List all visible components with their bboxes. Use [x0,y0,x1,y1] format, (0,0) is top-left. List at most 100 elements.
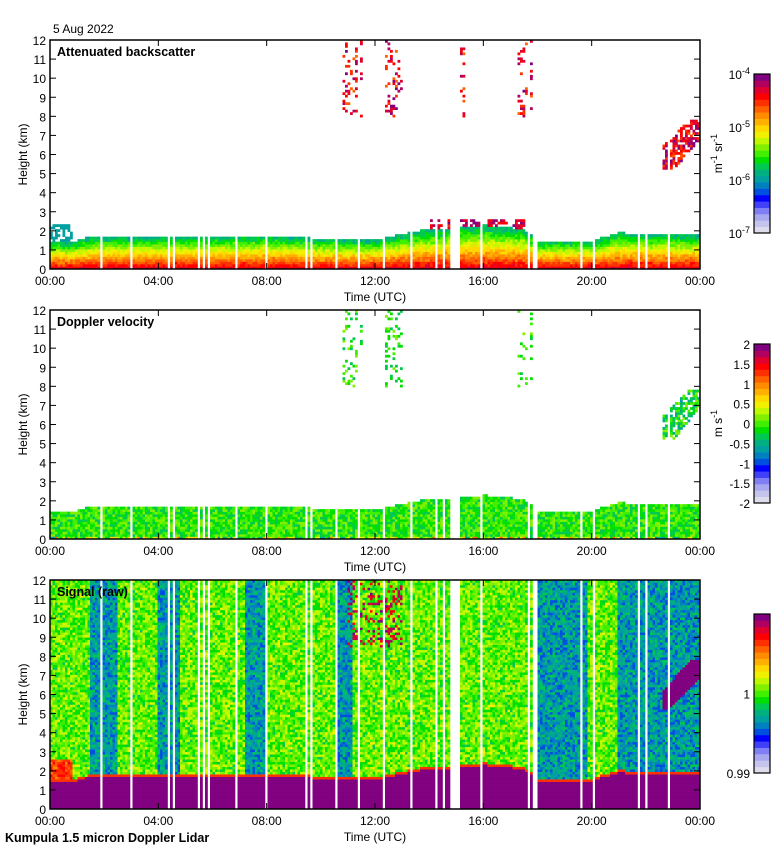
heatmap-cell [518,252,521,255]
heatmap-cell [90,512,93,515]
heatmap-cell [345,512,348,515]
heatmap-cell [210,529,213,532]
heatmap-cell [685,142,688,145]
heatmap-cell [345,254,348,257]
heatmap-cell [633,262,636,265]
heatmap-cell [220,252,223,255]
heatmap-cell [273,262,276,265]
heatmap-cell [413,262,416,265]
heatmap-cell [68,262,71,265]
heatmap-cell [70,524,73,527]
heatmap-cell [650,254,653,257]
heatmap-cell [363,512,366,515]
heatmap-cell [153,257,156,260]
heatmap-cell [603,254,606,257]
heatmap-cell [83,262,86,265]
heatmap-cell [115,252,118,255]
heatmap-cell [430,257,433,260]
heatmap-cell [448,222,451,225]
heatmap-cell [408,264,411,267]
heatmap-cell [663,239,666,242]
heatmap-cell [165,512,168,515]
heatmap-cell [223,262,226,265]
x-tick-label: 00:00 [685,274,715,288]
heatmap-cell [530,247,533,250]
heatmap-cell [258,249,261,252]
heatmap-cell [610,252,613,255]
heatmap-cell [260,254,263,257]
heatmap-cell [288,514,291,517]
heatmap-cell [273,242,276,245]
heatmap-cell [690,237,693,240]
heatmap-cell [213,507,216,510]
heatmap-cell [260,517,263,520]
heatmap-cell [220,249,223,252]
heatmap-cell [680,132,683,135]
heatmap-cell [263,519,266,522]
heatmap-cell [233,519,236,522]
heatmap-cell [420,232,423,235]
heatmap-cell [353,509,356,512]
heatmap-cell [658,252,661,255]
y-tick-label: 12 [33,34,47,48]
heatmap-cell [555,254,558,257]
heatmap-cell [315,257,318,260]
heatmap-cell [518,254,521,257]
heatmap-cell [670,162,673,165]
heatmap-cell [183,509,186,512]
heatmap-cell [495,234,498,237]
heatmap-cell [185,247,188,250]
heatmap-cell [475,224,478,227]
heatmap-cell [323,257,326,260]
heatmap-cell [140,517,143,520]
heatmap-cell [380,254,383,257]
heatmap-cell [178,242,181,245]
heatmap-cell [345,522,348,525]
heatmap-cell [355,264,358,267]
heatmap-cell [463,229,466,232]
heatmap-cell [118,239,121,242]
heatmap-cell [695,262,698,265]
heatmap-cell [83,514,86,517]
heatmap-cell [233,529,236,532]
heatmap-cell [670,257,673,260]
heatmap-cell [315,254,318,257]
heatmap-cell [525,249,528,252]
heatmap-cell [95,534,98,537]
heatmap-cell [105,524,108,527]
heatmap-cell [280,239,283,242]
heatmap-cell [485,227,488,230]
heatmap-cell [688,145,691,148]
heatmap-cell [573,264,576,267]
heatmap-cell [520,237,523,240]
heatmap-cell [343,534,346,537]
heatmap-cell [110,242,113,245]
heatmap-cell [153,249,156,252]
heatmap-cell [55,524,58,527]
heatmap-cell [55,237,58,240]
heatmap-cell [95,522,98,525]
heatmap-cell [300,524,303,527]
heatmap-cell [355,77,358,80]
heatmap-cell [70,512,73,515]
heatmap-cell [313,529,316,532]
heatmap-cell [218,239,221,242]
heatmap-cell [218,249,221,252]
heatmap-cell [470,219,473,222]
heatmap-cell [653,242,656,245]
heatmap-cell [200,259,203,262]
heatmap-cell [188,517,191,520]
heatmap-cell [55,522,58,525]
heatmap-cell [665,167,668,170]
heatmap-cell [155,509,158,512]
heatmap-cell [213,252,216,255]
heatmap-cell [333,249,336,252]
heatmap-cell [148,517,151,520]
heatmap-cell [440,244,443,247]
heatmap-cell [540,247,543,250]
heatmap-cell [300,264,303,267]
heatmap-cell [200,247,203,250]
heatmap-cell [148,247,151,250]
heatmap-cell [355,244,358,247]
heatmap-cell [145,252,148,255]
